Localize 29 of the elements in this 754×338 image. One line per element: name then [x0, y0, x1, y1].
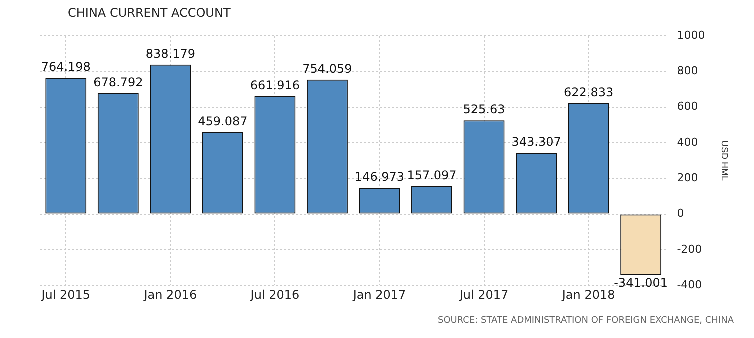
y2-tick-label: -400 — [677, 278, 702, 292]
data-label: -341.001 — [614, 276, 668, 290]
y2-tick-label: -200 — [677, 242, 702, 256]
y2-tick-label: 800 — [677, 64, 698, 78]
data-label: 525.63 — [463, 102, 506, 117]
y2-tick-label: 600 — [677, 100, 698, 114]
data-label: 622.833 — [564, 85, 614, 100]
data-label: 157.097 — [407, 168, 457, 182]
x-tick-label: Jan 2017 — [352, 288, 406, 302]
x-tick-label: Jul 2016 — [250, 288, 300, 302]
data-label: 678.792 — [94, 75, 144, 90]
y2-tick-label: 1000 — [677, 28, 706, 42]
data-label: 661.916 — [250, 78, 300, 92]
y2-tick-label: 400 — [677, 136, 698, 149]
x-tick-label: Jan 2018 — [561, 288, 616, 302]
chart-title: CHINA CURRENT ACCOUNT — [68, 6, 231, 20]
data-label: 459.087 — [198, 114, 248, 129]
data-label: 343.307 — [512, 135, 562, 150]
data-label: 764.198 — [41, 60, 91, 74]
x-tick-label: Jul 2017 — [458, 288, 509, 302]
y2-tick-label: 0 — [677, 207, 684, 220]
y2-tick-label: 200 — [677, 171, 698, 184]
source-note: SOURCE: STATE ADMINISTRATION OF FOREIGN EXCHANGE, CHINA — [438, 316, 734, 326]
data-label: 146.973 — [354, 170, 405, 184]
data-label: 838.179 — [146, 46, 196, 61]
x-tick-label: Jan 2016 — [143, 288, 198, 302]
data-label: 754.059 — [302, 62, 352, 76]
x-tick-label: Jul 2015 — [40, 288, 91, 302]
y2-axis-title: USD HML — [720, 140, 730, 182]
